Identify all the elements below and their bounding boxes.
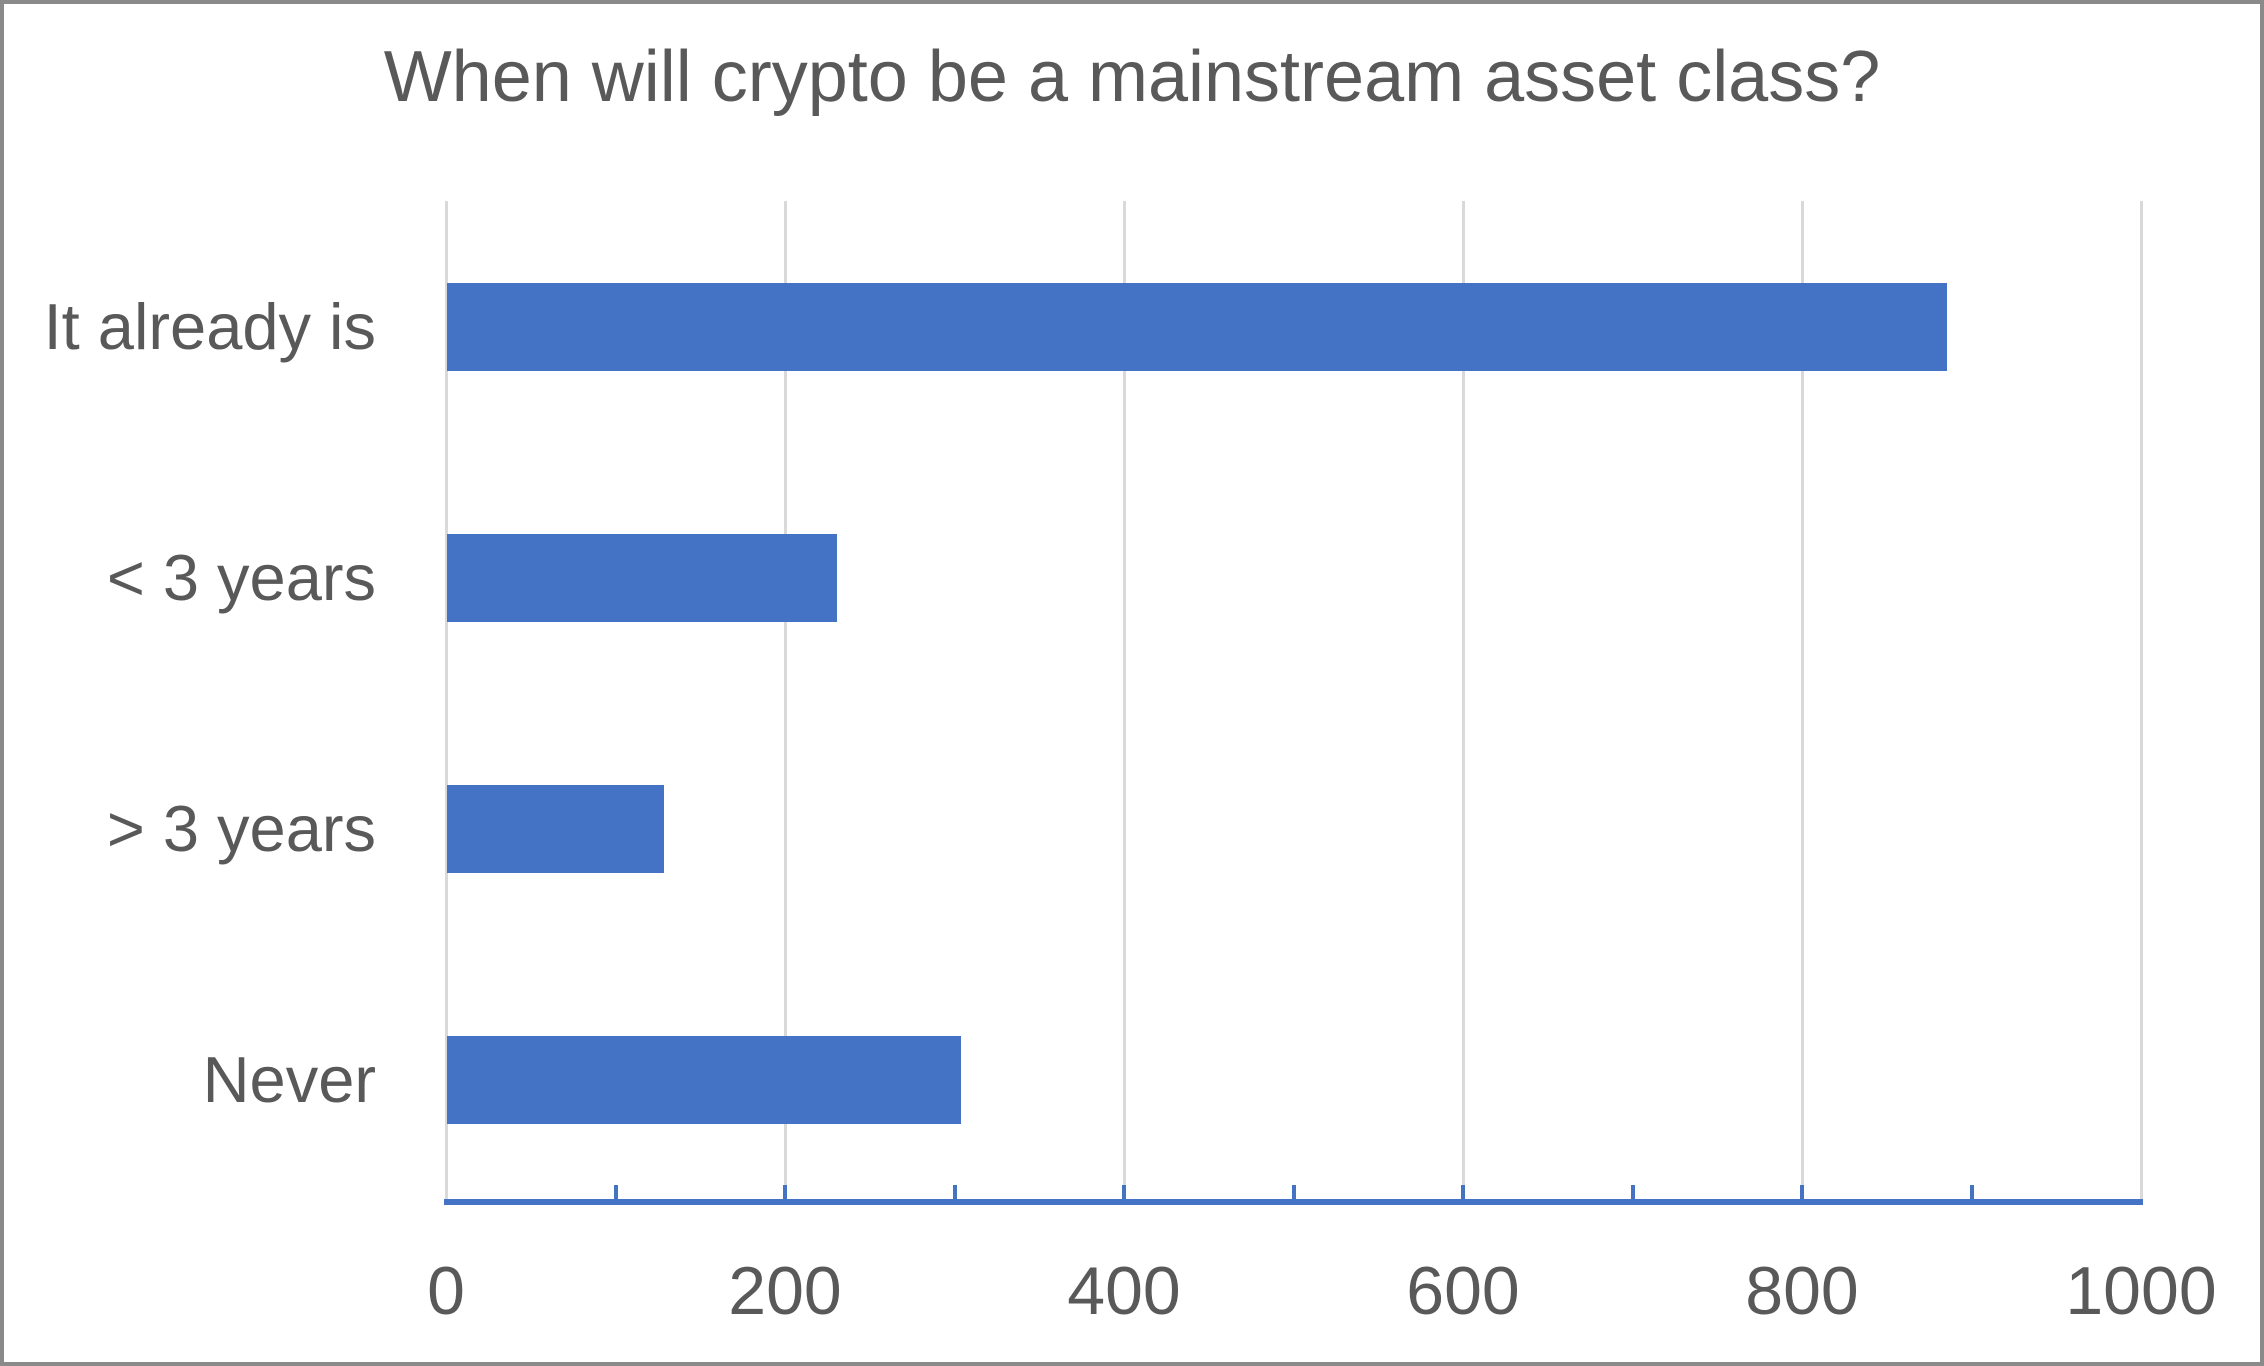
category-label: > 3 years [106, 791, 376, 865]
gridline [444, 201, 448, 1199]
category-label: Never [202, 1042, 376, 1116]
x-axis-line [444, 1199, 2143, 1205]
x-tick-label: 0 [427, 1253, 465, 1329]
gridline [1800, 201, 1804, 1199]
x-tick-mark [1800, 1185, 1804, 1199]
x-tick-mark [783, 1185, 787, 1199]
gridline [783, 201, 787, 1199]
bar [447, 784, 664, 873]
plot-area [444, 201, 2143, 1205]
x-tick-mark [613, 1185, 618, 1199]
x-tick-mark [1630, 1185, 1635, 1199]
category-label: It already is [43, 289, 376, 363]
x-tick-mark [952, 1185, 957, 1199]
x-tick-mark [1291, 1185, 1296, 1199]
gridline [2139, 201, 2143, 1199]
bar [447, 1035, 961, 1124]
gridline [1461, 201, 1465, 1199]
x-tick-label: 400 [1067, 1253, 1181, 1329]
x-tick-mark [1969, 1185, 1974, 1199]
chart-title: When will crypto be a mainstream asset c… [383, 37, 1881, 117]
x-tick-mark [1461, 1185, 1465, 1199]
x-tick-mark [1122, 1185, 1126, 1199]
x-tick-label: 800 [1745, 1253, 1859, 1329]
gridline [1122, 201, 1126, 1199]
x-tick-label: 200 [728, 1253, 842, 1329]
x-tick-label: 600 [1406, 1253, 1520, 1329]
bar [447, 533, 837, 622]
x-tick-label: 1000 [2065, 1253, 2217, 1329]
category-label: < 3 years [106, 540, 376, 614]
bar [447, 282, 1948, 371]
